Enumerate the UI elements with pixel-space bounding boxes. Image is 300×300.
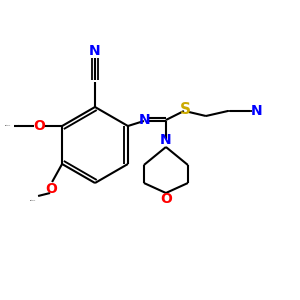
Text: methoxy: methoxy (17, 125, 23, 126)
Text: N: N (139, 113, 151, 127)
Text: O: O (160, 192, 172, 206)
Text: O: O (33, 119, 45, 133)
Text: N: N (89, 44, 101, 58)
Text: S: S (179, 103, 191, 118)
Text: methoxy: methoxy (5, 125, 11, 126)
Text: O: O (45, 182, 57, 196)
Text: methoxy: methoxy (30, 200, 36, 201)
Text: methoxy: methoxy (14, 125, 20, 127)
Text: N: N (251, 104, 263, 118)
Text: N: N (160, 133, 172, 147)
